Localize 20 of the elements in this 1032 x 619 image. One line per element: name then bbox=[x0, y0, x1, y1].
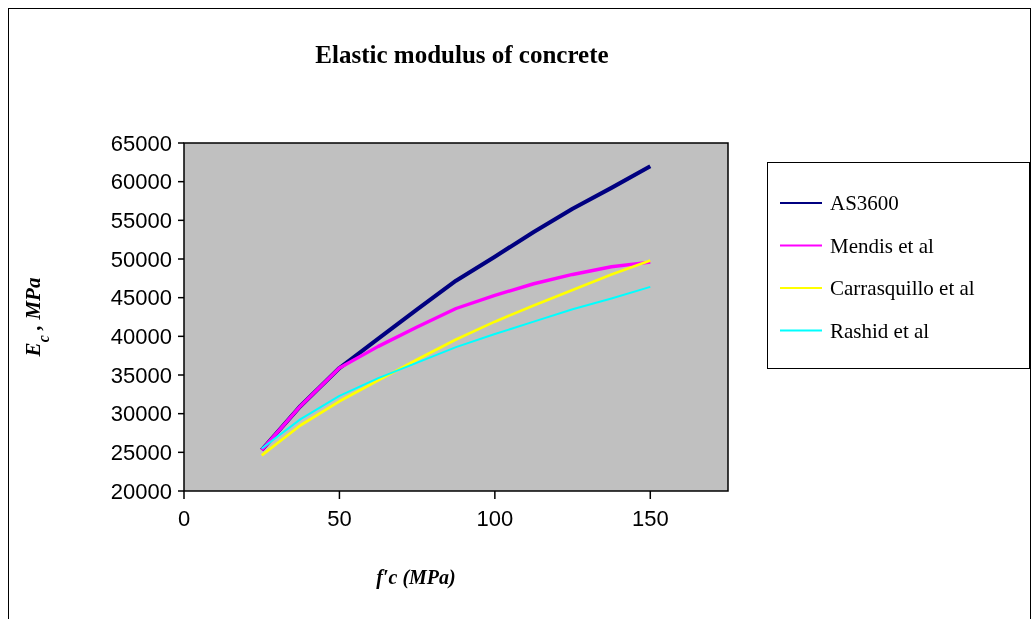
chart-title: Elastic modulus of concrete bbox=[315, 41, 609, 68]
legend-label: Carrasquillo et al bbox=[830, 276, 975, 301]
y-tick-label: 25000 bbox=[110, 440, 172, 466]
x-tick-label: 0 bbox=[177, 506, 191, 531]
y-tick-label: 40000 bbox=[110, 324, 172, 350]
x-tick-label: 100 bbox=[476, 506, 514, 531]
x-axis-title: f′c (MPa) bbox=[376, 566, 456, 589]
y-tick-label: 55000 bbox=[110, 208, 172, 234]
x-tick-label: 150 bbox=[631, 506, 669, 531]
y-tick-label: 60000 bbox=[110, 169, 172, 195]
legend-label: Mendis et al bbox=[830, 233, 934, 258]
x-tick-label: 50 bbox=[327, 506, 352, 531]
y-tick-label: 65000 bbox=[110, 130, 172, 156]
y-tick-label: 45000 bbox=[110, 285, 172, 311]
y-tick-label: 20000 bbox=[110, 478, 172, 504]
y-tick-label: 30000 bbox=[110, 401, 172, 427]
y-tick-label: 35000 bbox=[110, 362, 172, 388]
legend-label: AS3600 bbox=[830, 191, 899, 216]
y-tick-label: 50000 bbox=[110, 246, 172, 272]
legend-label: Rashid et al bbox=[830, 318, 930, 343]
